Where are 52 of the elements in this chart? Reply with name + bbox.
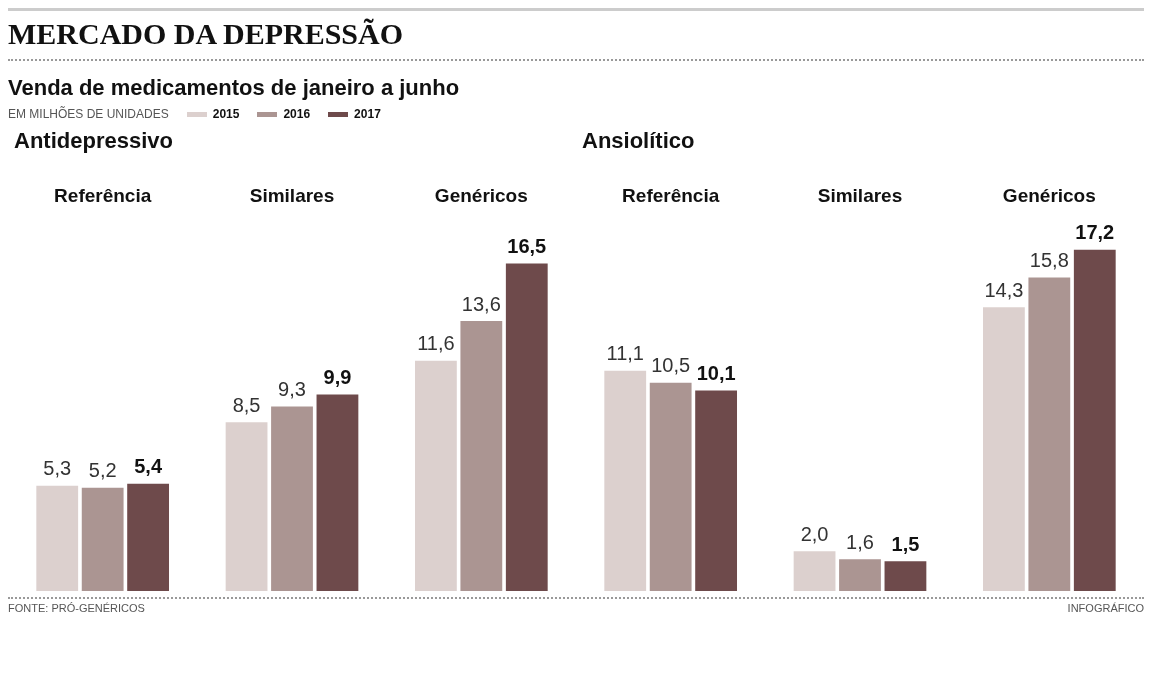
data-label: 1,5: [891, 532, 920, 555]
bar: [505, 263, 548, 591]
x-tick-label: Referência: [54, 184, 152, 206]
bar: [649, 382, 692, 591]
bar: [604, 370, 647, 591]
x-tick-label: Referência: [622, 184, 720, 206]
text: EM MILHÕES DE UNIDADES: [8, 107, 169, 121]
bar: [1028, 277, 1071, 591]
data-label: 14,3: [984, 278, 1024, 301]
data-label: 16,5: [507, 235, 547, 258]
bar: [271, 406, 313, 591]
text: Ansiolítico: [582, 128, 695, 154]
bar: [1073, 249, 1116, 591]
bar: [127, 483, 170, 591]
bar: [316, 394, 359, 591]
data-label: 2,0: [800, 522, 829, 545]
bar: [793, 551, 836, 591]
bar: [839, 559, 881, 591]
data-label: 5,4: [134, 455, 163, 478]
bar: [884, 561, 927, 591]
bar: [695, 390, 738, 591]
bar: [81, 487, 124, 591]
source-note: FONTE: PRÓ-GENÉRICOS: [8, 602, 145, 614]
bar: [414, 360, 457, 591]
data-label: 13,6: [461, 292, 501, 315]
bar: [460, 321, 503, 591]
data-label: 17,2: [1075, 221, 1115, 244]
legend-label: 2015: [211, 107, 240, 121]
x-tick-label: Genéricos: [434, 184, 528, 206]
text: INFOGRÁFICO: [1067, 602, 1144, 614]
bar: [982, 307, 1025, 591]
text: Antidepressivo: [14, 128, 173, 154]
data-label: 11,6: [417, 332, 455, 355]
data-label: 10,5: [651, 354, 691, 377]
data-label: 11,1: [606, 342, 644, 365]
data-label: 10,1: [696, 362, 736, 385]
bar: [225, 422, 268, 591]
data-label: 15,8: [1029, 248, 1069, 271]
data-label: 5,3: [43, 457, 72, 480]
x-tick-label: Genéricos: [1002, 184, 1096, 206]
data-label: 9,9: [323, 366, 352, 389]
chart-title: MERCADO DA DEPRESSÃO: [8, 17, 1144, 61]
legend-label: 2016: [282, 107, 311, 121]
bar: [36, 485, 79, 591]
chart-subtitle: Venda de medicamentos de janeiro a junho: [8, 75, 461, 101]
data-label: 5,2: [88, 459, 117, 482]
x-tick-label: Similares: [817, 184, 903, 206]
legend-label: 2017: [353, 107, 381, 121]
x-tick-label: Similares: [249, 184, 335, 206]
data-label: 1,6: [846, 530, 874, 553]
data-label: 9,3: [278, 377, 306, 400]
data-label: 8,5: [232, 393, 261, 416]
